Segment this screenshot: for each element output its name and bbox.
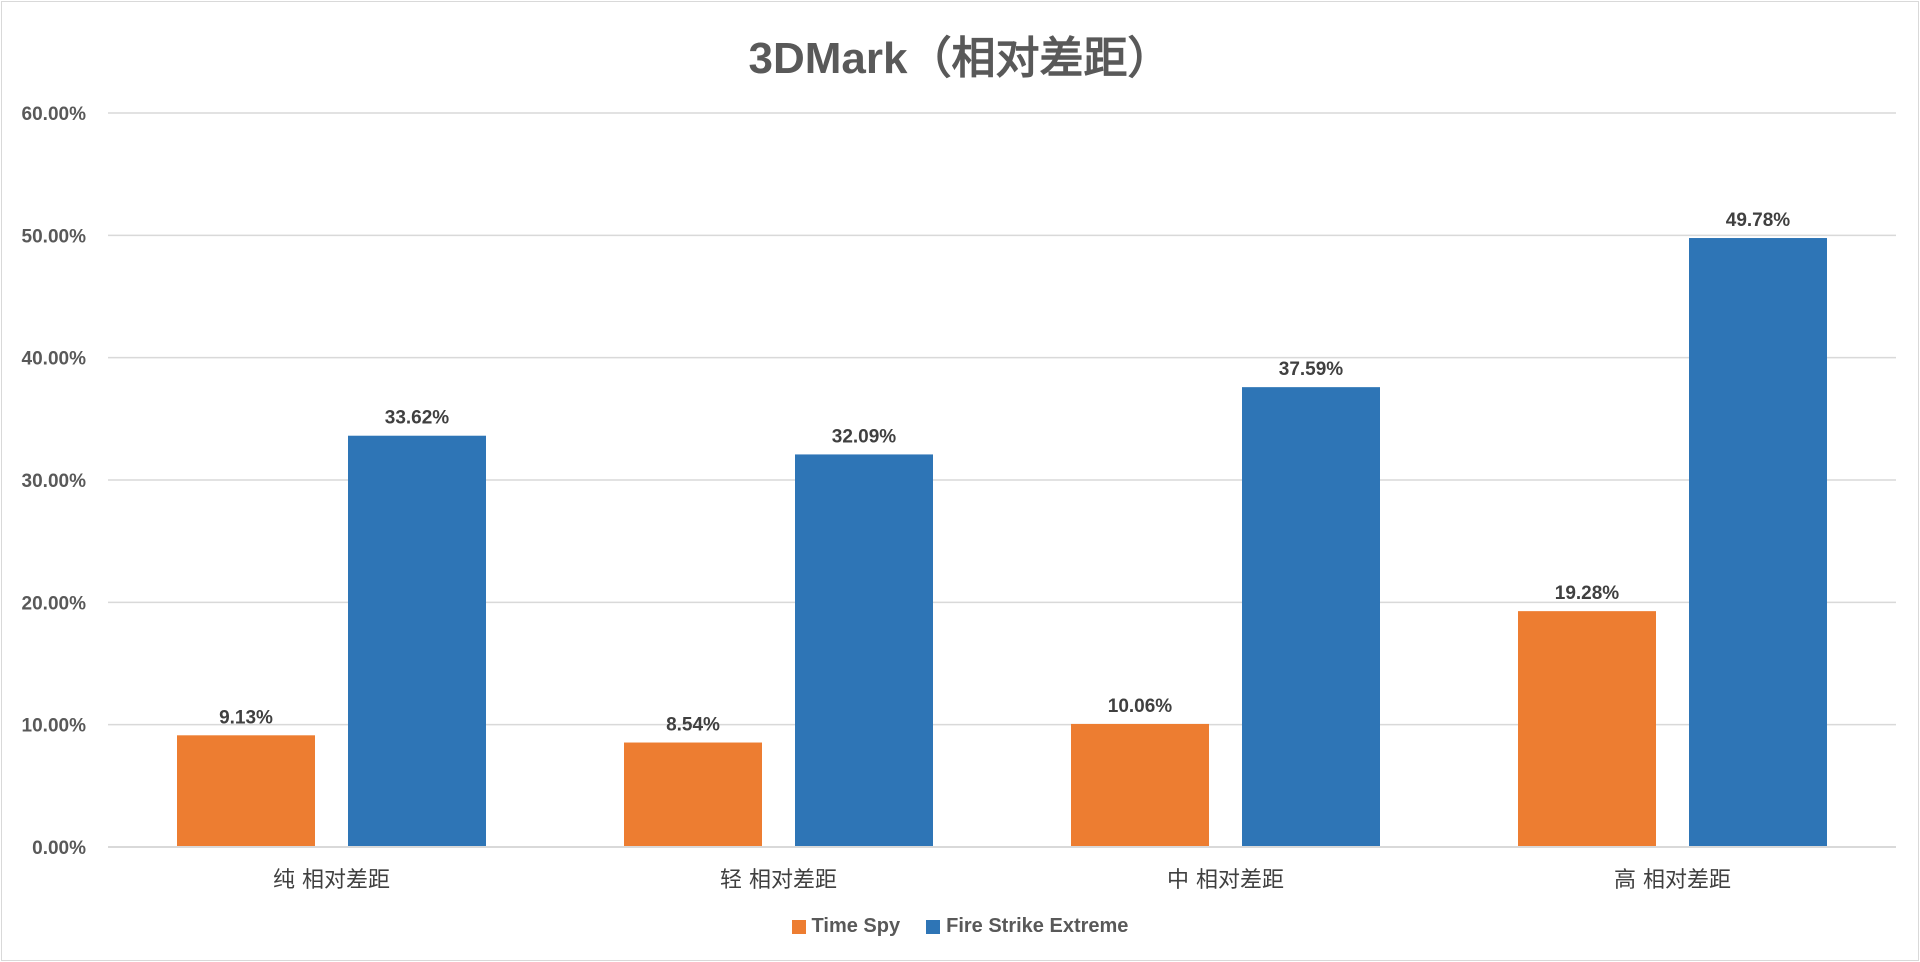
bar <box>624 742 762 847</box>
legend-item-fire-strike-extreme: Fire Strike Extreme <box>926 915 1128 938</box>
data-label: 10.06% <box>1108 696 1173 717</box>
y-tick-label: 50.00% <box>22 226 87 247</box>
bar <box>1689 238 1827 848</box>
data-label: 9.13% <box>219 707 273 728</box>
legend-label: Fire Strike Extreme <box>946 915 1129 937</box>
y-tick-label: 0.00% <box>32 838 86 859</box>
legend: Time Spy Fire Strike Extreme <box>0 915 1920 938</box>
bar <box>177 735 315 847</box>
legend-label: Time Spy <box>811 915 901 937</box>
bar <box>1518 611 1656 847</box>
x-tick-label: 轻 相对差距 <box>720 868 837 893</box>
y-tick-label: 40.00% <box>22 349 87 370</box>
bar <box>1242 387 1380 847</box>
y-tick-label: 30.00% <box>22 471 87 492</box>
data-label: 49.78% <box>1726 210 1791 231</box>
y-tick-label: 60.00% <box>22 104 87 125</box>
bar <box>795 454 933 847</box>
x-tick-label: 纯 相对差距 <box>273 868 390 893</box>
data-label: 33.62% <box>385 408 450 429</box>
y-tick-label: 10.00% <box>22 716 87 737</box>
x-tick-label: 高 相对差距 <box>1614 868 1731 893</box>
x-tick-label: 中 相对差距 <box>1167 868 1284 893</box>
data-label: 32.09% <box>832 426 897 447</box>
bar <box>1071 723 1209 847</box>
data-label: 37.59% <box>1279 359 1344 380</box>
data-label: 8.54% <box>666 715 720 736</box>
data-label: 19.28% <box>1555 583 1620 604</box>
chart-title: 3DMark（相对差距） <box>748 34 1172 83</box>
legend-swatch <box>791 919 806 934</box>
legend-swatch <box>926 919 941 934</box>
bar <box>348 435 486 847</box>
y-tick-label: 20.00% <box>22 593 87 614</box>
legend-item-time-spy: Time Spy <box>791 915 901 938</box>
